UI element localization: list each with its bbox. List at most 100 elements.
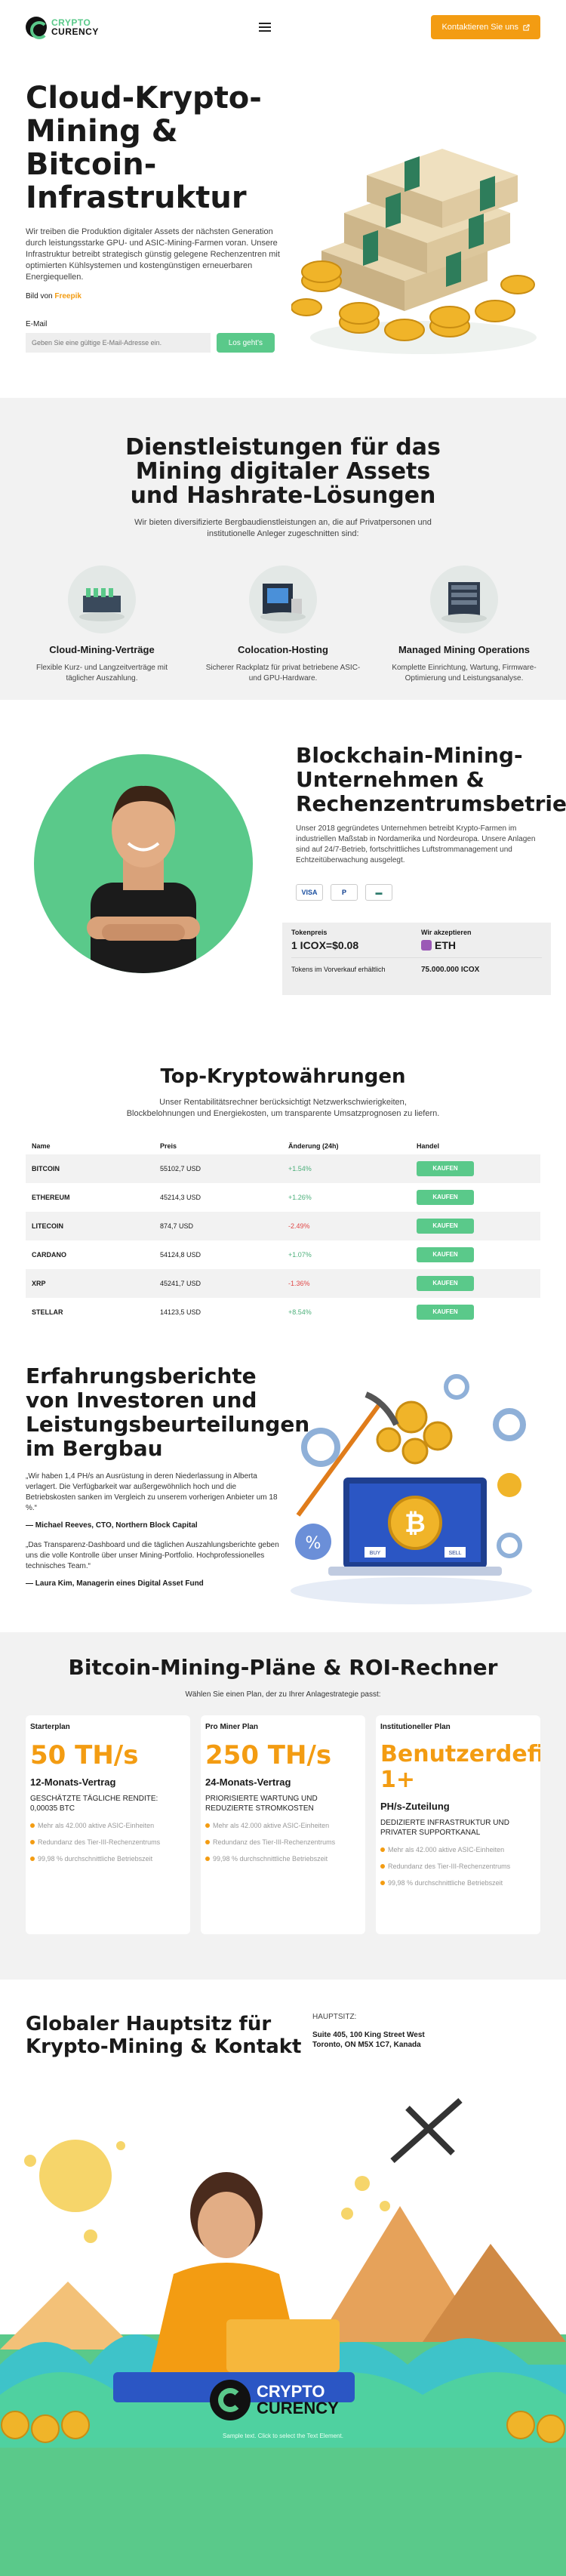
- hero-title: Cloud-Krypto-Mining & Bitcoin-Infrastruk…: [26, 81, 262, 215]
- table-row: ETHEREUM 45214,3 USD +1.26% KAUFEN: [26, 1183, 540, 1212]
- bullet-icon: [30, 1857, 35, 1861]
- bullet-icon: [380, 1847, 385, 1852]
- buy-button[interactable]: KAUFEN: [417, 1247, 474, 1262]
- site-header: CRYPTO CURENCY Kontaktieren Sie uns: [0, 0, 566, 54]
- presale-value: 75.000.000 ICOX: [421, 966, 480, 974]
- services-subtitle: Wir bieten diversifizierte Bergbaudienst…: [134, 518, 432, 538]
- presale-label: Tokens im Vorverkauf erhältlich: [291, 966, 386, 973]
- plan-feature: Mehr als 42.000 aktive ASIC-Einheiten: [380, 1845, 536, 1854]
- column-header: Handel: [417, 1142, 440, 1150]
- coin-price: 45214,3 USD: [160, 1194, 201, 1201]
- plan-card-starter[interactable]: Starterplan 50 TH/s 12-Monats-Vertrag GE…: [26, 1715, 190, 1934]
- buy-button[interactable]: KAUFEN: [417, 1161, 474, 1176]
- buy-button[interactable]: KAUFEN: [417, 1219, 474, 1234]
- services-title: Dienstleistungen für das Mining digitale…: [125, 434, 441, 509]
- logo-icon: [26, 17, 48, 39]
- bullet-icon: [205, 1857, 210, 1861]
- testimonial-author: — Laura Kim, Managerin eines Digital Ass…: [26, 1579, 204, 1588]
- plans-subtitle: Wählen Sie einen Plan, der zu Ihrer Anla…: [185, 1690, 381, 1699]
- crypto-table: Name Preis Änderung (24h) Handel BITCOIN…: [26, 1138, 540, 1327]
- svg-text:SELL: SELL: [448, 1551, 461, 1556]
- table-row: BITCOIN 55102,7 USD +1.54% KAUFEN: [26, 1154, 540, 1183]
- footer-logo-line1: CRYPTO: [257, 2382, 325, 2401]
- footer-note: Sample text. Click to select the Text El…: [223, 2433, 343, 2439]
- bitcoin-laptop-illustration: ₿ BUY SELL %: [291, 1374, 532, 1604]
- visa-icon: VISA: [296, 884, 323, 901]
- coin-change: +1.07%: [288, 1251, 312, 1259]
- miner-illustration: [0, 2098, 566, 2448]
- svg-text:BUY: BUY: [370, 1551, 381, 1556]
- coin-name: CARDANO: [32, 1251, 66, 1259]
- footer-logo[interactable]: CRYPTO CURENCY: [210, 2380, 339, 2420]
- bank-card-icon: ▬: [365, 884, 392, 901]
- plan-term: 12-Monats-Vertrag: [30, 1776, 116, 1788]
- hq-title: Globaler Hauptsitz für Krypto-Mining & K…: [26, 2013, 302, 2058]
- coin-change: -2.49%: [282, 1212, 411, 1240]
- service-title: Colocation-Hosting: [238, 644, 328, 655]
- eth-icon: [421, 940, 432, 951]
- service-card: Managed Mining Operations Komplette Einr…: [385, 565, 543, 684]
- crypto-subtitle: Unser Rentabilitätsrechner berücksichtig…: [126, 1098, 440, 1118]
- plan-feature: Mehr als 42.000 aktive ASIC-Einheiten: [205, 1821, 361, 1830]
- coin-price: 14123,5 USD: [160, 1308, 201, 1316]
- submit-button[interactable]: Los geht's: [216, 333, 275, 353]
- hero-description: Wir treiben die Produktion digitaler Ass…: [26, 227, 280, 282]
- plan-name: Institutioneller Plan: [380, 1723, 451, 1731]
- plan-card-institutional[interactable]: Institutioneller Plan Benutzerdefiniert …: [376, 1715, 540, 1934]
- testimonials-title: Erfahrungsberichte von Investoren und Le…: [26, 1363, 310, 1461]
- freepik-link[interactable]: Freepik: [54, 292, 82, 300]
- plan-name: Pro Miner Plan: [205, 1723, 259, 1731]
- team-member-photo: [34, 754, 253, 973]
- accepted-label: Wir akzeptieren: [421, 929, 472, 936]
- coin-name: XRP: [26, 1269, 154, 1298]
- coin-price: 54124,8 USD: [160, 1251, 201, 1259]
- plan-hashrate: Benutzerdefiniert 1+: [380, 1741, 540, 1793]
- blockchain-title: Blockchain-Mining-Unternehmen & Rechenze…: [296, 743, 566, 816]
- bullet-icon: [205, 1823, 210, 1828]
- coin-change: +1.54%: [282, 1154, 411, 1183]
- plan-name: Starterplan: [30, 1723, 70, 1731]
- svg-text:₿: ₿: [405, 1508, 426, 1539]
- external-link-icon: [523, 23, 530, 31]
- plan-feature: Redundanz des Tier-III-Rechenzentrums: [205, 1838, 361, 1847]
- table-row: LITECOIN 874,7 USD -2.49% KAUFEN: [26, 1212, 540, 1240]
- svg-text:%: %: [306, 1534, 321, 1553]
- crypto-title: Top-Kryptowährungen: [160, 1065, 406, 1088]
- bullet-icon: [380, 1864, 385, 1869]
- table-row: STELLAR 14123,5 USD +8.54% KAUFEN: [26, 1298, 540, 1327]
- hamburger-menu-icon[interactable]: [259, 23, 272, 32]
- plans-title: Bitcoin-Mining-Pläne & ROI-Rechner: [68, 1655, 498, 1680]
- address-line2: Toronto, ON M5X 1C7, Kanada: [312, 2041, 421, 2049]
- column-header: Name: [32, 1142, 51, 1150]
- contact-button[interactable]: Kontaktieren Sie uns: [431, 15, 540, 39]
- logo-line2: CURENCY: [51, 26, 99, 37]
- table-row: CARDANO 54124,8 USD +1.07% KAUFEN: [26, 1240, 540, 1269]
- buy-button[interactable]: KAUFEN: [417, 1190, 474, 1205]
- coin-price: 874,7 USD: [154, 1212, 282, 1240]
- footer-logo-line2: CURENCY: [257, 2399, 339, 2417]
- plan-card-pro[interactable]: Pro Miner Plan 250 TH/s 24-Monats-Vertra…: [201, 1715, 365, 1934]
- service-text: Flexible Kurz- und Langzeitverträge mit …: [36, 664, 168, 683]
- bullet-icon: [205, 1840, 210, 1844]
- blockchain-section: Blockchain-Mining-Unternehmen & Rechenze…: [0, 700, 566, 1032]
- email-label: E-Mail: [26, 320, 48, 328]
- plan-description: DEDIZIERTE INFRASTRUKTUR UND PRIVATER SU…: [380, 1819, 509, 1837]
- testimonial-author: — Michael Reeves, CTO, Northern Block Ca…: [26, 1521, 198, 1530]
- plan-description: PRIORISIERTE WARTUNG UND REDUZIERTE STRO…: [205, 1795, 318, 1813]
- bullet-icon: [380, 1881, 385, 1885]
- token-info-box: Tokenpreis 1 ICOX=$0.08 Wir akzeptieren …: [282, 923, 551, 995]
- buy-button[interactable]: KAUFEN: [417, 1276, 474, 1291]
- coin-name: STELLAR: [32, 1308, 63, 1316]
- site-logo[interactable]: CRYPTO CURENCY: [26, 17, 99, 39]
- buy-button[interactable]: KAUFEN: [417, 1305, 474, 1320]
- token-price-label: Tokenpreis: [291, 929, 328, 936]
- coin-change: -1.36%: [282, 1269, 411, 1298]
- logo-icon: [210, 2380, 251, 2420]
- plan-feature: 99,98 % durchschnittliche Betriebszeit: [205, 1854, 361, 1863]
- coin-change: +8.54%: [288, 1308, 312, 1316]
- contact-button-label: Kontaktieren Sie uns: [441, 23, 518, 32]
- plan-feature: Mehr als 42.000 aktive ASIC-Einheiten: [30, 1821, 186, 1830]
- cloud-mining-illustration: [68, 565, 136, 633]
- email-input[interactable]: [26, 333, 211, 353]
- column-header: Änderung (24h): [288, 1142, 339, 1150]
